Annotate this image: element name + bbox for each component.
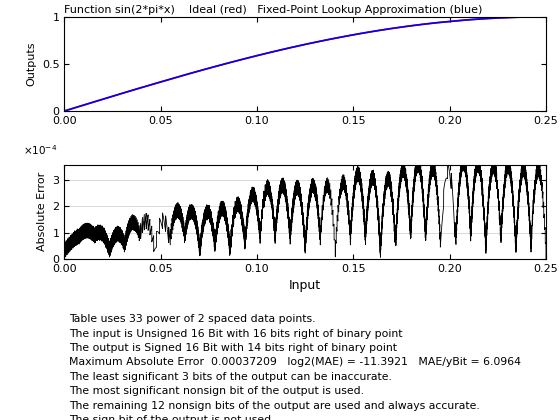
Text: Table uses 33 power of 2 spaced data points.
The input is Unsigned 16 Bit with 1: Table uses 33 power of 2 spaced data poi… xyxy=(69,314,521,420)
Text: Function sin(2*pi*x)    Ideal (red)   Fixed-Point Lookup Approximation (blue): Function sin(2*pi*x) Ideal (red) Fixed-P… xyxy=(64,5,483,15)
Y-axis label: Outputs: Outputs xyxy=(26,42,36,86)
X-axis label: Input: Input xyxy=(289,279,321,292)
Y-axis label: Absolute Error: Absolute Error xyxy=(37,172,47,251)
Text: $\times10^{-4}$: $\times10^{-4}$ xyxy=(24,143,58,157)
